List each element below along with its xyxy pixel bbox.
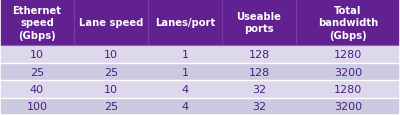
Text: 1280: 1280 xyxy=(334,84,362,94)
Text: 25: 25 xyxy=(30,67,44,77)
Text: 1280: 1280 xyxy=(334,50,362,60)
Bar xyxy=(0,98,74,115)
Text: 128: 128 xyxy=(248,67,270,77)
Bar xyxy=(222,80,296,98)
Text: 40: 40 xyxy=(30,84,44,94)
Bar xyxy=(148,0,222,46)
Bar xyxy=(74,98,148,115)
Text: 1: 1 xyxy=(182,50,188,60)
Text: 128: 128 xyxy=(248,50,270,60)
Bar xyxy=(74,80,148,98)
Bar xyxy=(148,98,222,115)
Bar xyxy=(148,63,222,80)
Bar xyxy=(74,46,148,63)
Text: Lane speed: Lane speed xyxy=(79,18,143,28)
Bar xyxy=(296,0,400,46)
Text: Useable
ports: Useable ports xyxy=(236,12,282,34)
Text: 32: 32 xyxy=(252,101,266,111)
Bar xyxy=(74,63,148,80)
Text: 10: 10 xyxy=(30,50,44,60)
Bar xyxy=(296,63,400,80)
Text: 10: 10 xyxy=(104,50,118,60)
Bar xyxy=(296,46,400,63)
Text: 25: 25 xyxy=(104,67,118,77)
Bar xyxy=(148,80,222,98)
Text: Ethernet
speed
(Gbps): Ethernet speed (Gbps) xyxy=(12,6,62,40)
Bar xyxy=(0,63,74,80)
Bar xyxy=(296,80,400,98)
Text: Lanes/port: Lanes/port xyxy=(155,18,215,28)
Text: 32: 32 xyxy=(252,84,266,94)
Text: 1: 1 xyxy=(182,67,188,77)
Bar xyxy=(0,0,74,46)
Bar xyxy=(148,46,222,63)
Bar xyxy=(222,0,296,46)
Text: 4: 4 xyxy=(182,101,188,111)
Bar xyxy=(0,80,74,98)
Text: Total
bandwidth
(Gbps): Total bandwidth (Gbps) xyxy=(318,6,378,40)
Bar xyxy=(74,0,148,46)
Text: 10: 10 xyxy=(104,84,118,94)
Bar xyxy=(296,98,400,115)
Text: 4: 4 xyxy=(182,84,188,94)
Text: 3200: 3200 xyxy=(334,67,362,77)
Bar xyxy=(222,98,296,115)
Text: 100: 100 xyxy=(26,101,48,111)
Bar xyxy=(0,46,74,63)
Text: 25: 25 xyxy=(104,101,118,111)
Bar xyxy=(222,46,296,63)
Bar xyxy=(222,63,296,80)
Text: 3200: 3200 xyxy=(334,101,362,111)
